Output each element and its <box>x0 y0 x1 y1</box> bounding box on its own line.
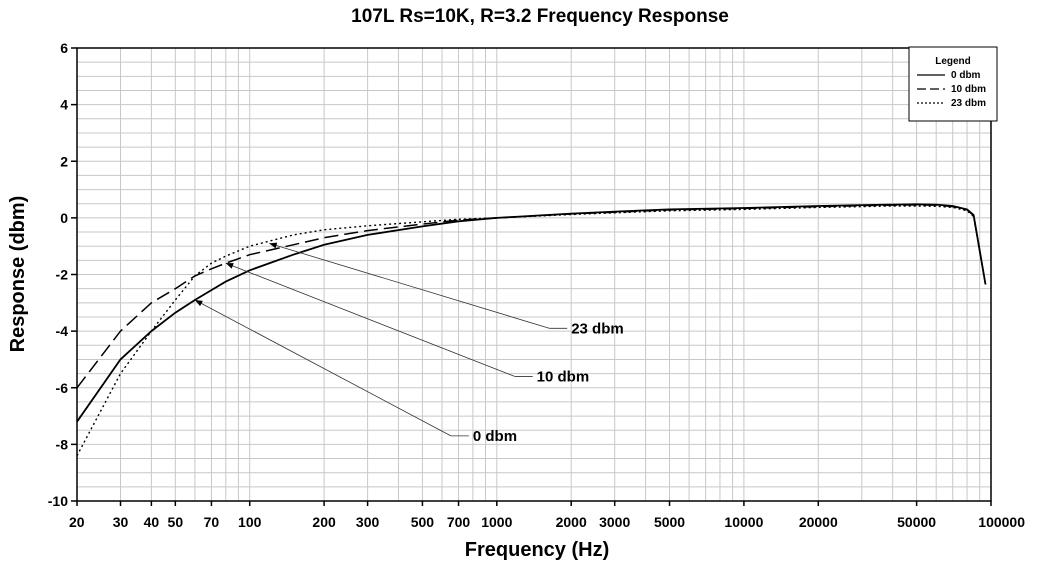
legend-entry: 23 dbm <box>951 98 986 109</box>
grid <box>76 47 991 502</box>
series-line-23-dbm <box>76 205 987 457</box>
x-tick-label: 200 <box>312 514 336 530</box>
y-tick-label: -2 <box>56 267 69 283</box>
legend-box <box>908 46 998 122</box>
y-tick-label: 0 <box>60 210 68 226</box>
x-tick-label: 40 <box>144 514 160 530</box>
x-tick-label: 700 <box>447 514 471 530</box>
x-tick-label: 300 <box>356 514 380 530</box>
x-tick-label: 2000 <box>556 514 587 530</box>
y-tick-label: -10 <box>48 493 68 509</box>
y-tick-label: -6 <box>56 380 69 396</box>
y-tick-label: 4 <box>60 97 68 113</box>
x-tick-label: 100 <box>238 514 262 530</box>
series-line-0-dbm <box>76 203 987 423</box>
x-tick-label: 100000 <box>978 514 1025 530</box>
annotation-label: 23 dbm <box>571 320 624 337</box>
annotation-leader <box>225 262 515 377</box>
x-tick-label: 5000 <box>654 514 685 530</box>
y-axis-ticks: -10 -8 -6 -4 -2 0 2 4 6 <box>48 40 77 509</box>
x-tick-label: 20000 <box>799 514 838 530</box>
x-tick-label: 30 <box>113 514 129 530</box>
annotation-arrowhead <box>269 242 278 249</box>
legend: Legend 0 dbm 10 dbm 23 dbm <box>908 46 998 122</box>
series-line-10-dbm <box>76 204 987 389</box>
x-tick-label: 70 <box>204 514 220 530</box>
legend-entry: 0 dbm <box>951 70 981 81</box>
annotation-label: 10 dbm <box>537 368 590 385</box>
chart-title: 107L Rs=10K, R=3.2 Frequency Response <box>351 6 729 27</box>
annotations: 0 dbm 10 dbm 23 dbm <box>194 242 624 445</box>
x-tick-label: 50000 <box>897 514 936 530</box>
x-tick-label: 50 <box>168 514 184 530</box>
y-tick-label: -8 <box>56 436 69 452</box>
annotation-arrowhead <box>225 263 234 269</box>
annotation-leader <box>194 299 452 437</box>
series-group <box>76 203 987 457</box>
x-tick-label: 20 <box>69 514 85 530</box>
x-axis-ticks: 20 30 40 50 70 100 200 300 500 700 1000 2000 3000 500… <box>69 501 1025 530</box>
x-axis-label: Frequency (Hz) <box>465 539 609 561</box>
legend-entry: 10 dbm <box>951 84 986 95</box>
x-tick-label: 3000 <box>599 514 630 530</box>
legend-title: Legend <box>935 56 971 67</box>
y-tick-label: -4 <box>56 323 69 339</box>
x-tick-label: 500 <box>411 514 435 530</box>
x-tick-label: 1000 <box>481 514 512 530</box>
annotation-leader <box>269 242 550 329</box>
y-tick-label: 2 <box>60 153 68 169</box>
y-tick-label: 6 <box>60 40 68 56</box>
x-tick-label: 10000 <box>724 514 763 530</box>
annotation-label: 0 dbm <box>473 428 517 445</box>
annotation-arrowhead <box>194 299 203 307</box>
y-axis-label: Response (dbm) <box>7 196 29 353</box>
